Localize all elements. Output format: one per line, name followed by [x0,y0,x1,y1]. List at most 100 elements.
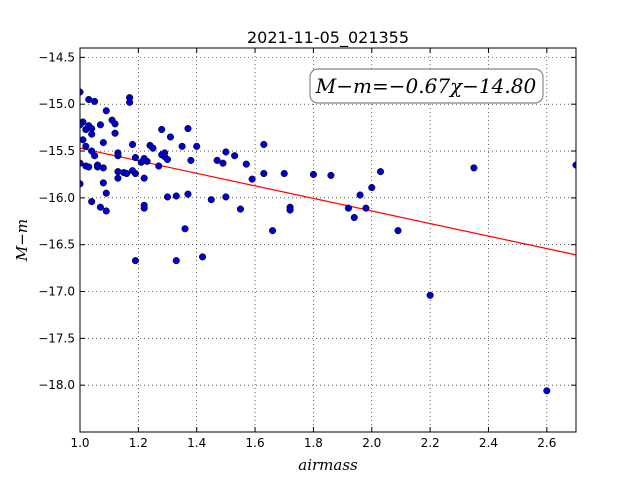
data-point [222,148,230,156]
y-tick-label: −15.0 [38,97,75,111]
data-point [111,120,119,128]
data-point [99,179,107,187]
x-tick-label: 2.0 [362,436,381,450]
data-point [172,257,180,265]
data-point [248,175,256,183]
data-point [131,154,139,162]
y-tick-label: −18.0 [38,378,75,392]
annotation-text: M−m=−0.67χ−14.80 [315,74,537,98]
data-point [286,206,294,214]
x-tick-label: 2.2 [421,436,440,450]
data-point [111,129,119,137]
data-point [350,213,358,222]
data-point [91,152,99,160]
y-tick-label: −16.0 [38,191,75,205]
data-point [143,157,151,165]
data-point [91,97,99,105]
data-point [193,142,201,150]
data-point [260,169,268,178]
fit-line-group [79,147,577,256]
data-point [426,291,434,299]
data-point [172,192,180,200]
data-point [236,205,245,213]
y-tick-label: −16.5 [38,238,75,252]
data-point [114,168,122,176]
data-point [114,174,122,182]
data-point [85,163,93,171]
data-point [85,95,93,104]
data-point [163,193,172,201]
data-point [280,169,288,178]
x-tick-label: 1.0 [70,436,89,450]
data-point [80,121,84,129]
data-point [543,387,551,395]
data-point [102,189,110,197]
data-point [80,88,84,96]
data-point [102,207,110,215]
x-tick-label: 2.6 [537,436,556,450]
data-points [80,88,576,395]
y-tick-label: −15.5 [38,144,75,158]
x-tick-label: 1.2 [129,436,148,450]
data-point [99,164,107,172]
y-tick-label: −17.0 [38,285,75,299]
data-point [362,204,370,212]
data-point [163,155,172,164]
data-point [376,168,385,176]
x-tick-label: 1.4 [187,436,206,450]
data-point [356,191,364,199]
data-point [260,140,268,149]
y-axis-label: M−m [13,219,31,262]
data-point [149,144,157,152]
data-point [219,159,227,167]
plot-frame [79,47,577,433]
data-point [140,204,148,212]
axis-ticks: 1.0 1.2 1.4 1.6 1.8 2.0 2.2 2.4 2.6 −14.5 −15.0 −15… [38,48,576,450]
data-point [88,198,96,206]
data-point [166,133,174,141]
data-point [187,156,195,164]
data-point [344,204,352,212]
data-point [102,107,110,115]
data-point [269,227,277,235]
annotation-box [309,68,544,104]
data-point [80,159,84,167]
y-tick-label: −17.5 [38,331,75,345]
data-point [207,196,215,204]
x-tick-label: 1.8 [304,436,323,450]
data-point [80,180,84,188]
data-point [82,142,90,150]
fit-line [79,147,577,256]
plot-area [80,48,576,432]
data-point [394,227,402,235]
data-point [155,162,163,170]
chart-title: 2021-11-05_021355 [247,28,409,48]
data-point [198,253,207,261]
data-point [222,193,230,201]
data-point [96,121,104,129]
data-point [231,152,239,160]
x-tick-label: 1.6 [246,436,265,450]
data-point [213,156,221,164]
data-point [140,174,148,182]
data-point [93,163,102,171]
data-point [572,161,576,169]
data-point [96,203,104,211]
equation-annotation: M−m=−0.67χ−14.80 [309,68,544,104]
x-axis-label: airmass [298,456,358,474]
data-point [158,125,166,134]
x-tick-label: 2.4 [479,436,498,450]
data-point [131,257,139,265]
data-point [184,124,192,133]
data-point [178,142,186,150]
data-point [181,225,189,233]
data-point [242,160,250,168]
data-point [99,139,107,147]
grid [79,48,576,432]
data-point [126,98,134,106]
data-point [368,184,376,192]
data-point [88,130,96,138]
data-point [309,170,317,178]
data-point [327,171,335,179]
